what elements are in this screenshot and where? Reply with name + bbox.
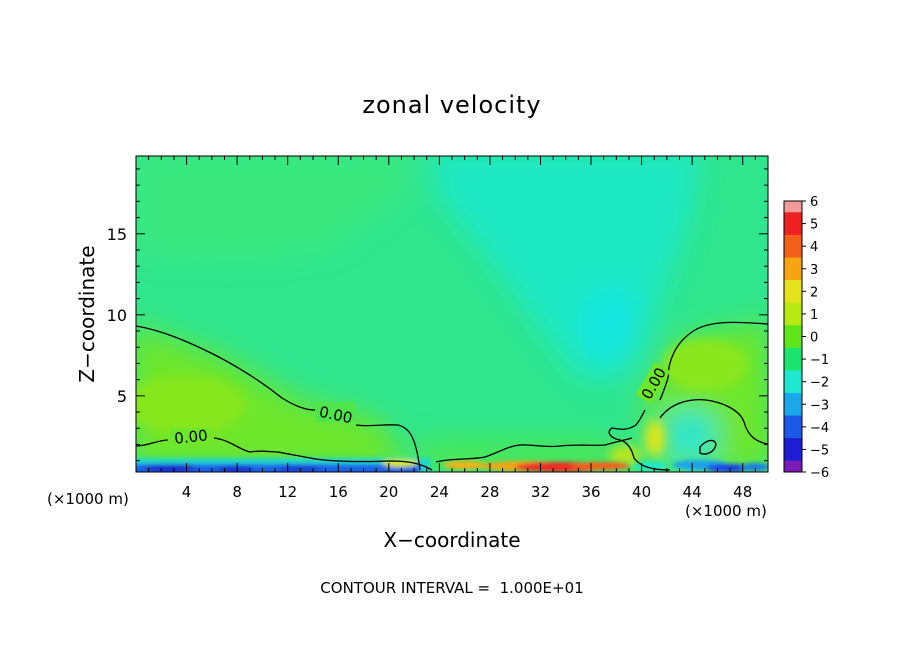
chart-title: zonal velocity	[362, 91, 541, 119]
colorbar-label: −5	[810, 443, 829, 458]
contour-label-bg	[635, 362, 671, 404]
contour-interval-text: CONTOUR INTERVAL = 1.000E+01	[320, 579, 583, 597]
colorbar-segment	[784, 201, 802, 213]
colorbar-segment	[784, 280, 802, 292]
colorbar-label: 1	[810, 308, 818, 323]
colorbar-label: 6	[810, 195, 818, 210]
x-tick-label: 32	[531, 483, 550, 501]
contour-label: 0.00	[173, 426, 208, 447]
colorbar-segment	[784, 404, 802, 417]
colorbar-label: 2	[810, 285, 818, 300]
colorbar-segment	[784, 426, 802, 439]
colorbar-segment	[784, 460, 802, 473]
x-tick-label: 20	[379, 483, 398, 501]
colorbar-segment	[784, 370, 802, 383]
x-tick-label: 16	[329, 483, 348, 501]
zero-contours	[136, 321, 768, 471]
colorbar-segment	[784, 438, 802, 450]
colorbar-label: −2	[810, 376, 829, 391]
x-tick-label: 44	[683, 483, 702, 501]
colorbar-label: −3	[810, 398, 829, 413]
x-tick-label: 12	[278, 483, 297, 501]
contour-label-bg	[170, 428, 212, 446]
y-tick-label: 10	[107, 306, 127, 325]
colorbar-segment	[784, 415, 802, 428]
x-tick-label: 40	[632, 483, 651, 501]
y-tick-label: 15	[107, 225, 127, 244]
colorbar-segment	[784, 302, 802, 315]
x-tick-label: 8	[232, 483, 242, 501]
colorbar-label: −6	[810, 466, 829, 481]
y-axis: 5 10 15	[107, 168, 768, 462]
colorbar-segment	[784, 325, 802, 337]
x-tick-label: 28	[480, 483, 499, 501]
colorbar-segment	[784, 246, 802, 258]
colorbar-segment	[784, 313, 802, 326]
x-tick-label: 48	[733, 483, 752, 501]
colorbar-segment	[784, 234, 802, 247]
colorbar-segment	[784, 257, 802, 270]
colorbar-segment	[784, 268, 802, 281]
x-unit-left: (×1000 m)	[47, 490, 129, 508]
colorbar-label: 5	[810, 218, 818, 233]
x-unit-right: (×1000 m)	[685, 502, 767, 520]
colorbar-label: 3	[810, 263, 818, 278]
x-tick-label: 24	[430, 483, 449, 501]
x-tick-label: 4	[182, 483, 192, 501]
colorbar: 6 5 4 3 2 1 0 −1 −2 −3 −4 −5 −6	[783, 195, 829, 481]
colorbar-label: 0	[810, 331, 818, 346]
colorbar-segment	[784, 291, 802, 304]
colorbar-label: 4	[810, 240, 818, 255]
colorbar-segment	[784, 381, 802, 394]
x-axis-label: X−coordinate	[383, 528, 520, 552]
colorbar-segment	[784, 449, 802, 462]
x-tick-label: 36	[581, 483, 600, 501]
colorbar-segment	[784, 347, 802, 360]
heatmap-field	[136, 156, 768, 472]
colorbar-label: −4	[810, 421, 829, 436]
contour-label-bg	[316, 402, 356, 422]
y-tick-label: 5	[117, 387, 127, 406]
colorbar-segment	[784, 392, 802, 405]
colorbar-segment	[784, 212, 802, 225]
y-axis-label: Z−coordinate	[75, 245, 99, 382]
colorbar-segment	[784, 336, 802, 349]
colorbar-segment	[784, 359, 802, 371]
colorbar-label: −1	[810, 353, 829, 368]
x-axis: 4 8 12 16 20 24 28 32 36 40 44 48	[148, 156, 756, 501]
colorbar-segment	[784, 223, 802, 236]
